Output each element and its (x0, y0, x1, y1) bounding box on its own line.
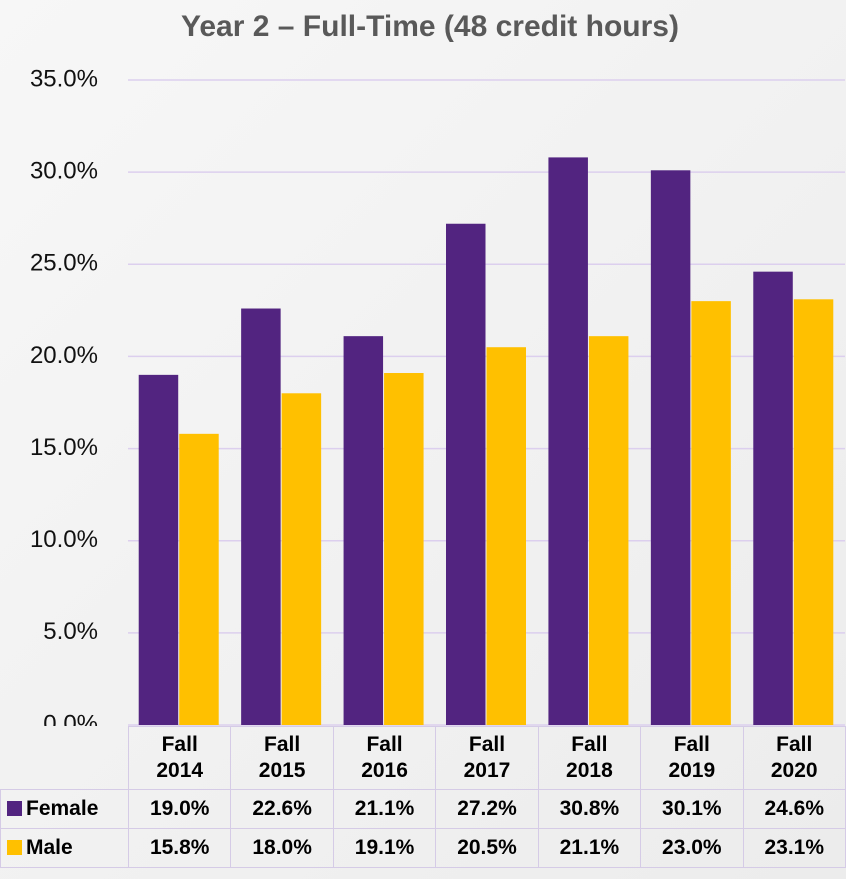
table-row: Male 15.8% 18.0% 19.1% 20.5% 21.1% 23.0% 23.1% (0, 828, 846, 868)
data-label: 22.6% (230, 789, 334, 829)
data-label: 23.0% (640, 828, 744, 868)
bar (650, 170, 691, 726)
y-tick-label: 0.0% (43, 710, 98, 726)
x-tick-label: Fall 2015 (230, 726, 334, 790)
data-label: 23.1% (742, 828, 846, 868)
bar (384, 373, 424, 725)
data-label: 19.0% (127, 789, 232, 829)
bar (753, 271, 793, 725)
y-tick-label: 30.0% (30, 157, 98, 184)
table-row: Female 19.0% 22.6% 21.1% 27.2% 30.8% 30.1% 24.6… (0, 789, 846, 829)
bar (793, 299, 834, 725)
bar (588, 336, 629, 725)
bar (138, 374, 179, 725)
data-label: 19.1% (332, 828, 437, 868)
legend-entry: Male (0, 828, 129, 868)
x-tick-label: Fall 2016 (332, 726, 437, 790)
bar (486, 347, 526, 725)
data-label: 21.1% (332, 789, 437, 829)
data-label: 20.5% (435, 828, 539, 868)
legend-swatch (7, 801, 22, 816)
data-label: 27.2% (435, 789, 539, 829)
y-tick-label: 25.0% (30, 250, 98, 277)
y-tick-label: 15.0% (30, 434, 98, 461)
legend-entry: Female (0, 789, 129, 829)
legend-label: Male (26, 836, 73, 859)
data-label: 15.8% (127, 828, 232, 868)
y-tick-label: 10.0% (30, 526, 98, 553)
data-label: 21.1% (537, 828, 642, 868)
x-tick-label: Fall 2020 (742, 726, 846, 790)
chart-title: Year 2 – Full-Time (48 credit hours) (181, 10, 679, 43)
data-label: 18.0% (230, 828, 334, 868)
y-tick-label: 20.0% (30, 342, 98, 369)
bar (548, 157, 588, 725)
corner (1, 727, 129, 790)
bar (241, 308, 281, 725)
legend-swatch (7, 840, 22, 855)
data-table: Fall 2014 Fall 2015 Fall 2016 Fall 2017 Fall… (0, 726, 846, 868)
bar (281, 393, 322, 725)
chart: Year 2 – Full-Time (48 credit hours) 0.0… (30, 10, 845, 726)
legend-label: Female (26, 797, 99, 820)
bar (179, 433, 219, 725)
x-tick-label: Fall 2017 (435, 726, 539, 790)
x-tick-label: Fall 2018 (537, 726, 642, 790)
bar (446, 223, 486, 725)
bar (691, 301, 731, 725)
y-tick-label: 5.0% (43, 618, 98, 645)
y-tick-label: 35.0% (30, 65, 98, 92)
table-header: Fall 2014 Fall 2015 Fall 2016 Fall 2017 Fall… (1, 726, 846, 790)
data-label: 30.1% (640, 789, 744, 829)
x-tick-label: Fall 2014 (127, 726, 232, 790)
data-label: 30.8% (537, 789, 642, 829)
x-tick-label: Fall 2019 (640, 726, 744, 790)
data-label: 24.6% (742, 789, 846, 829)
bar (343, 336, 384, 725)
